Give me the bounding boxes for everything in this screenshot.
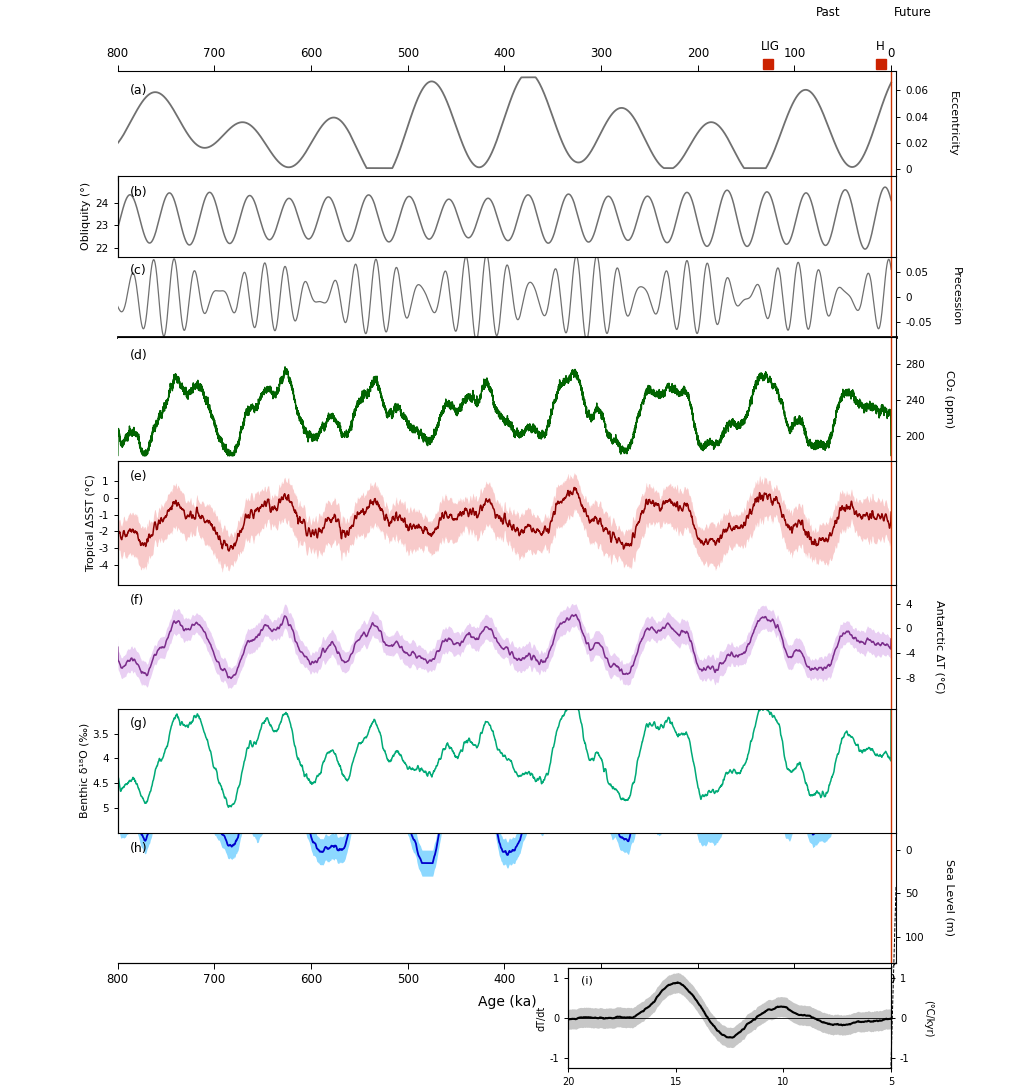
Text: (f): (f) <box>129 594 143 606</box>
Text: (b): (b) <box>129 186 147 199</box>
Text: (e): (e) <box>129 470 146 483</box>
Y-axis label: Eccentricity: Eccentricity <box>947 90 957 157</box>
Y-axis label: dT/dt: dT/dt <box>537 1005 547 1031</box>
Y-axis label: Benthic δ¹⁸O (‰): Benthic δ¹⁸O (‰) <box>79 724 89 818</box>
Text: (g): (g) <box>129 717 147 730</box>
X-axis label: Age (ka): Age (ka) <box>477 994 537 1009</box>
Text: (c): (c) <box>129 264 146 277</box>
Text: (d): (d) <box>129 349 147 362</box>
Text: (i): (i) <box>582 975 593 986</box>
Y-axis label: Sea Level (m): Sea Level (m) <box>944 860 954 937</box>
Y-axis label: Precession: Precession <box>951 268 962 326</box>
Text: (a): (a) <box>129 84 146 97</box>
Text: Future: Future <box>894 5 932 18</box>
Y-axis label: (°C/kyr): (°C/kyr) <box>924 1000 934 1037</box>
Y-axis label: CO₂ (ppm): CO₂ (ppm) <box>944 370 954 429</box>
Text: Past: Past <box>816 5 841 18</box>
Y-axis label: Antarctic ΔT (°C): Antarctic ΔT (°C) <box>935 601 945 694</box>
Y-axis label: Tropical ΔSST (°C): Tropical ΔSST (°C) <box>86 474 95 572</box>
Text: LIG: LIG <box>761 39 780 52</box>
Text: H: H <box>877 39 885 52</box>
Y-axis label: Obliquity (°): Obliquity (°) <box>81 183 91 250</box>
Text: (h): (h) <box>129 842 147 855</box>
